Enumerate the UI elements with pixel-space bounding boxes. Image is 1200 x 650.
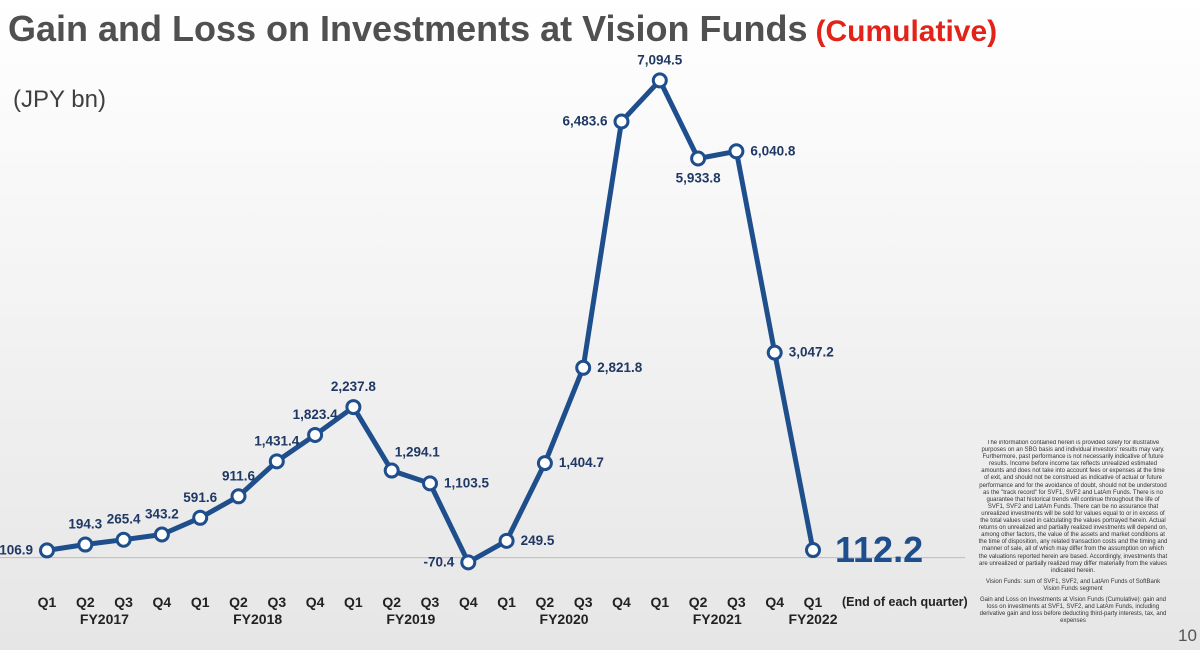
data-point bbox=[268, 453, 285, 470]
fiscal-year-label: FY2021 bbox=[693, 611, 742, 627]
data-label: 7,094.5 bbox=[637, 52, 683, 67]
x-tick-label: Q4 bbox=[612, 594, 631, 610]
disclaimer-paragraph: Gain and Loss on Investments at Vision F… bbox=[979, 596, 1167, 625]
data-label: 265.4 bbox=[107, 512, 141, 527]
data-label: 1,431.4 bbox=[254, 433, 300, 448]
data-label: -70.4 bbox=[424, 554, 455, 569]
x-axis-note: (End of each quarter) bbox=[842, 595, 968, 609]
x-tick-label: Q2 bbox=[76, 594, 95, 610]
title-main: Gain and Loss on Investments at Vision F… bbox=[8, 8, 808, 49]
x-tick-label: Q3 bbox=[574, 594, 593, 610]
data-label: 343.2 bbox=[145, 507, 179, 522]
x-tick-label: Q2 bbox=[689, 594, 708, 610]
disclaimer-paragraph: Vision Funds: sum of SVF1, SVF2, and Lat… bbox=[985, 578, 1161, 592]
data-label: 591.6 bbox=[183, 490, 217, 505]
x-tick-label: Q4 bbox=[765, 594, 784, 610]
x-tick-label: Q2 bbox=[229, 594, 248, 610]
fiscal-year-label: FY2022 bbox=[788, 611, 837, 627]
data-label: 2,821.8 bbox=[597, 360, 643, 375]
x-tick-label: Q4 bbox=[459, 594, 478, 610]
x-tick-label: Q1 bbox=[38, 594, 57, 610]
x-tick-label: Q1 bbox=[191, 594, 210, 610]
data-label: 1,103.5 bbox=[444, 475, 490, 490]
data-point bbox=[307, 426, 324, 443]
data-label: 6,483.6 bbox=[562, 114, 608, 129]
data-point bbox=[805, 542, 821, 559]
data-label: 106.9 bbox=[0, 542, 33, 557]
data-label: 249.5 bbox=[521, 533, 555, 548]
data-point bbox=[460, 554, 477, 571]
x-tick-label: Q1 bbox=[650, 594, 669, 610]
data-point bbox=[153, 526, 170, 543]
data-point bbox=[39, 542, 55, 559]
data-label: 1,823.4 bbox=[293, 407, 339, 422]
data-point bbox=[651, 72, 668, 89]
x-tick-label: Q1 bbox=[344, 594, 363, 610]
data-label: 5,933.8 bbox=[676, 170, 722, 185]
x-tick-label: Q4 bbox=[153, 594, 172, 610]
data-label: 1,404.7 bbox=[559, 455, 604, 470]
data-point bbox=[575, 359, 592, 376]
data-point bbox=[192, 509, 209, 526]
x-tick-label: Q3 bbox=[114, 594, 133, 610]
disclaimer-text: The information contained herein is prov… bbox=[978, 440, 1168, 650]
x-tick-label: Q2 bbox=[536, 594, 555, 610]
data-point bbox=[115, 531, 132, 548]
data-point bbox=[690, 150, 707, 167]
x-tick-label: Q1 bbox=[804, 594, 823, 610]
data-point bbox=[613, 113, 630, 130]
data-label: 911.6 bbox=[222, 468, 256, 483]
data-label: 194.3 bbox=[68, 517, 102, 532]
data-point bbox=[536, 455, 553, 472]
disclaimer-paragraph: The information contained herein is prov… bbox=[978, 440, 1168, 574]
data-point bbox=[728, 143, 745, 160]
data-point bbox=[422, 475, 438, 492]
x-tick-label: Q3 bbox=[727, 594, 746, 610]
data-label: 1,294.1 bbox=[395, 445, 441, 460]
data-point bbox=[230, 488, 247, 505]
data-label: 2,237.8 bbox=[331, 379, 377, 394]
unit-label: (JPY bn) bbox=[13, 86, 106, 113]
data-label: 6,040.8 bbox=[750, 143, 796, 158]
x-tick-label: Q3 bbox=[421, 594, 440, 610]
data-point bbox=[498, 532, 515, 549]
x-tick-label: Q2 bbox=[382, 594, 401, 610]
page-number: 10 bbox=[1178, 626, 1197, 645]
page-title: Gain and Loss on Investments at Vision F… bbox=[8, 8, 997, 50]
data-point bbox=[766, 344, 783, 361]
fiscal-year-label: FY2020 bbox=[540, 611, 589, 627]
fiscal-year-label: FY2018 bbox=[233, 611, 282, 627]
fiscal-year-label: FY2017 bbox=[80, 611, 129, 627]
x-tick-label: Q4 bbox=[306, 594, 325, 610]
fiscal-year-label: FY2019 bbox=[386, 611, 435, 627]
data-point bbox=[383, 462, 400, 479]
data-point bbox=[77, 536, 94, 553]
data-label: 3,047.2 bbox=[789, 345, 834, 360]
data-point bbox=[345, 399, 362, 416]
data-label: 112.2 bbox=[835, 529, 923, 570]
x-tick-label: Q3 bbox=[267, 594, 286, 610]
x-tick-label: Q1 bbox=[497, 594, 516, 610]
title-suffix: (Cumulative) bbox=[815, 15, 998, 48]
